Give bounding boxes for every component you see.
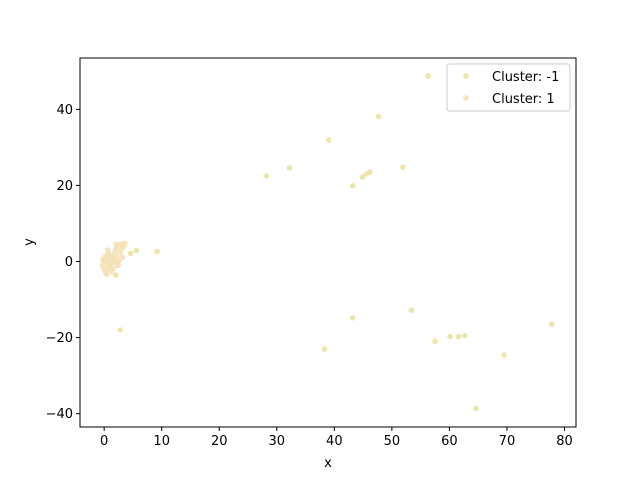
data-point-series-0-20 [117,327,124,333]
data-point-series-0-14 [455,333,462,340]
x-tick-label-4: 40 [326,434,343,449]
data-point-series-0-13 [447,333,453,340]
y-tick-label-0: −40 [46,407,73,422]
x-tick-label-2: 20 [211,434,228,449]
data-point-series-0-17 [321,346,328,352]
data-point-series-0-2 [325,137,332,143]
y-tick-label-2: 0 [65,255,73,270]
plot-frame [79,57,577,428]
data-point-series-1-39 [114,259,121,266]
y-axis-label: y [22,238,37,246]
x-tick-label-6: 60 [441,434,458,449]
data-point-series-0-12 [549,321,555,328]
data-point-series-0-16 [432,338,438,345]
data-point-series-0-7 [363,171,370,177]
data-point-series-1-37 [109,254,115,261]
x-tick-label-1: 10 [153,434,170,449]
legend: Cluster: -1 Cluster: 1 [446,63,571,112]
data-point-series-1-32 [110,265,117,272]
data-point-series-0-1 [375,113,382,120]
data-point-series-0-3 [400,164,406,170]
legend-label-cluster-neg1: Cluster: -1 [492,70,559,85]
data-point-series-0-10 [408,307,415,314]
data-point-series-1-31 [103,270,109,276]
data-point-series-1-35 [112,241,119,248]
x-tick-label-0: 0 [100,434,108,449]
legend-box [446,63,571,112]
data-point-series-0-5 [263,173,270,179]
data-point-series-1-33 [118,246,124,253]
data-point-series-0-15 [462,332,468,339]
data-point-series-1-25 [119,254,126,261]
data-point-series-0-19 [473,405,479,412]
data-point-series-1-36 [104,255,110,261]
ticks-layer: 0 10 20 30 40 50 60 70 80 −40 −20 0 20 40 [46,103,573,449]
x-tick-label-3: 30 [269,434,286,449]
data-point-series-0-0 [425,73,431,79]
x-tick-label-8: 80 [556,434,573,449]
y-tick-label-4: 40 [56,103,73,118]
x-tick-label-5: 50 [384,434,401,449]
data-point-series-0-21 [154,248,160,255]
x-tick-label-7: 70 [499,434,516,449]
y-tick-label-3: 20 [56,179,73,194]
data-point-series-0-18 [501,352,507,358]
legend-marker-cluster-neg1 [463,73,469,79]
data-point-series-0-11 [349,315,356,321]
data-point-series-0-9 [349,183,356,189]
data-point-series-1-30 [100,265,107,272]
data-point-series-0-24 [112,272,119,279]
data-point-series-0-22 [133,247,140,254]
x-axis-label: x [324,456,332,471]
data-point-series-1-26 [112,248,118,254]
data-point-series-1-28 [104,247,111,253]
data-point-series-0-23 [127,250,134,257]
data-point-series-0-8 [359,174,366,180]
legend-marker-cluster-1 [463,95,469,101]
legend-label-cluster-1: Cluster: 1 [492,92,555,107]
y-tick-label-1: −20 [46,331,73,346]
points-layer [99,73,555,412]
data-point-series-0-4 [286,165,293,171]
data-point-series-1-34 [122,240,128,247]
data-point-series-1-38 [106,261,113,268]
